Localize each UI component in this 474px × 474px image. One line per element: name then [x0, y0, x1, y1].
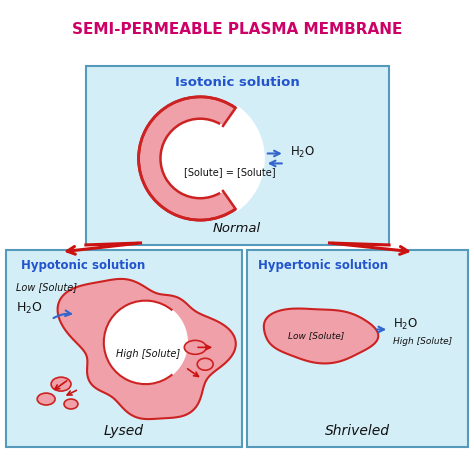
Text: H$_2$O: H$_2$O	[16, 301, 43, 316]
FancyBboxPatch shape	[247, 250, 468, 447]
Text: SEMI-PERMEABLE PLASMA MEMBRANE: SEMI-PERMEABLE PLASMA MEMBRANE	[72, 22, 402, 36]
Wedge shape	[200, 106, 265, 211]
Circle shape	[138, 97, 262, 220]
Text: Shriveled: Shriveled	[325, 424, 390, 438]
Text: High [Solute]: High [Solute]	[393, 337, 452, 346]
Circle shape	[161, 118, 240, 198]
Ellipse shape	[184, 340, 206, 354]
Text: H$_2$O: H$_2$O	[393, 317, 418, 332]
Text: Hypotonic solution: Hypotonic solution	[21, 259, 146, 273]
Text: [Solute] = [Solute]: [Solute] = [Solute]	[184, 167, 276, 177]
Polygon shape	[264, 309, 378, 364]
FancyBboxPatch shape	[86, 66, 389, 245]
Ellipse shape	[51, 377, 71, 391]
Ellipse shape	[197, 358, 213, 370]
Text: Lysed: Lysed	[104, 424, 144, 438]
Ellipse shape	[64, 399, 78, 409]
Polygon shape	[57, 279, 236, 419]
Text: H$_2$O: H$_2$O	[290, 145, 315, 160]
Text: Isotonic solution: Isotonic solution	[174, 76, 300, 90]
Text: Low [Solute]: Low [Solute]	[288, 331, 345, 340]
Circle shape	[104, 301, 187, 384]
Text: Normal: Normal	[213, 221, 261, 235]
Text: High [Solute]: High [Solute]	[117, 349, 181, 359]
Text: Low [Solute]: Low [Solute]	[16, 282, 77, 292]
Text: Hypertonic solution: Hypertonic solution	[258, 259, 388, 273]
Ellipse shape	[37, 393, 55, 405]
FancyBboxPatch shape	[6, 250, 242, 447]
